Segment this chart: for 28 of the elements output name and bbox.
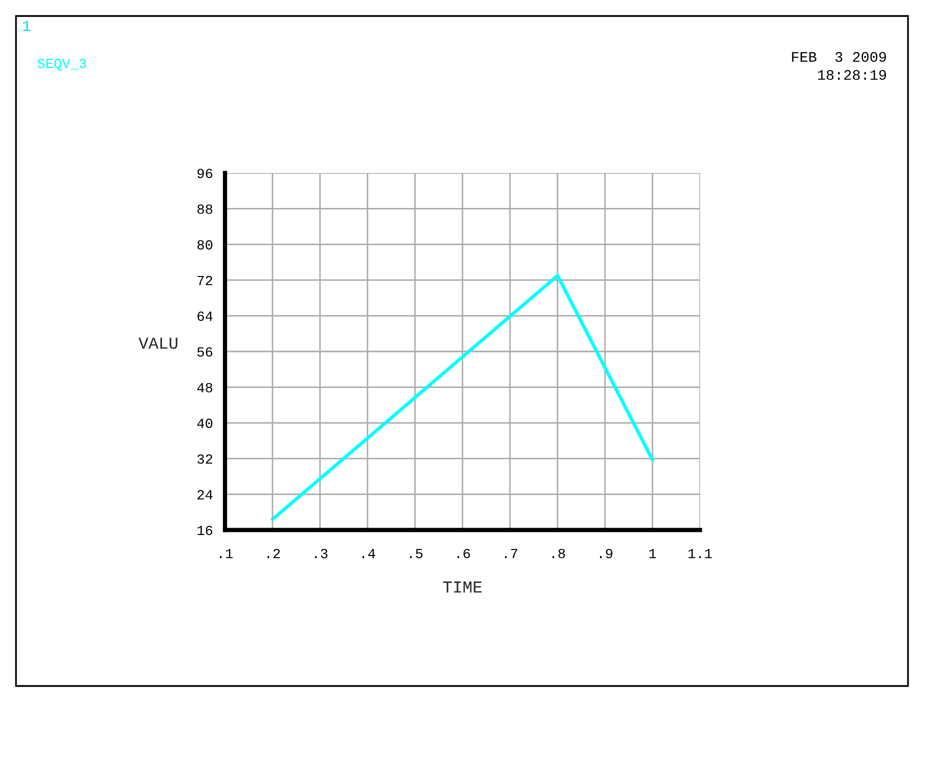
y-tick-label: 16 bbox=[198, 526, 212, 536]
x-tick-label: .5 bbox=[410, 548, 422, 558]
y-tick-label: 48 bbox=[197, 382, 212, 392]
y-tick-label: 80 bbox=[197, 240, 212, 250]
x-tick-label: .6 bbox=[458, 548, 470, 558]
y-tick-label: 88 bbox=[197, 204, 212, 214]
y-tick-label: 96 bbox=[197, 168, 212, 178]
x-tick-label: .9 bbox=[600, 548, 612, 558]
x-tick-label: 1 bbox=[649, 548, 656, 558]
x-tick-label: .8 bbox=[552, 548, 565, 558]
x-tick-label: .7 bbox=[505, 548, 518, 558]
y-tick-label: 72 bbox=[198, 276, 212, 286]
x-tick-label: .3 bbox=[315, 548, 328, 558]
y-tick-label: 40 bbox=[197, 418, 212, 428]
x-tick-label: 1.1 bbox=[688, 548, 712, 558]
y-tick-label: 64 bbox=[198, 312, 212, 321]
text: 1 bbox=[23, 20, 30, 31]
x-tick-label: .2 bbox=[268, 548, 280, 558]
x-axis-title: TIME bbox=[443, 582, 482, 593]
y-axis-title: VALU bbox=[138, 338, 178, 349]
x-tick-label: .1 bbox=[220, 548, 233, 558]
y-tick-label: 32 bbox=[197, 454, 212, 464]
y-tick-label: 24 bbox=[198, 490, 212, 500]
text: FEB 3 2009 bbox=[792, 52, 886, 62]
y-tick-label: 56 bbox=[197, 347, 212, 357]
x-tick-label: .4 bbox=[362, 548, 376, 558]
text: SEQV_3 bbox=[38, 58, 86, 71]
text: 18:28:19 bbox=[818, 70, 886, 80]
